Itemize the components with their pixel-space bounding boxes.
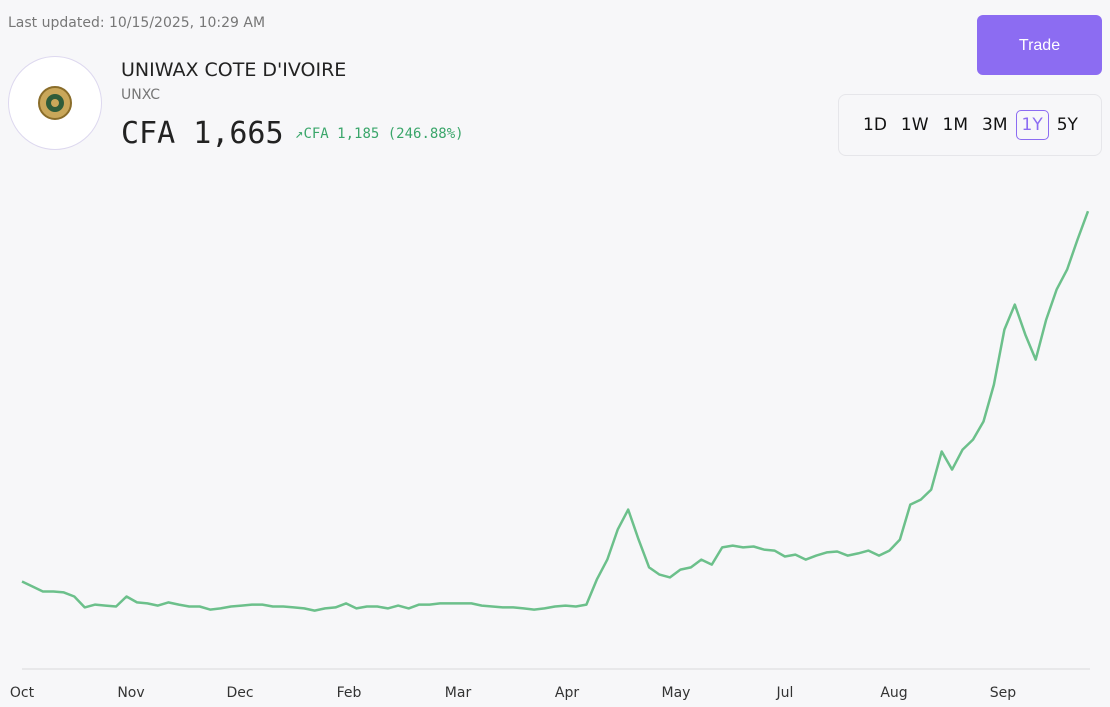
ticker: UNXC bbox=[121, 87, 161, 103]
range-selector: 1D 1W 1M 3M 1Y 5Y bbox=[838, 94, 1102, 156]
range-button[interactable]: 1D bbox=[863, 115, 887, 135]
price-line bbox=[21, 210, 1090, 612]
x-tick-label: Oct bbox=[10, 685, 35, 701]
last-updated: Last updated: 10/15/2025, 10:29 AM bbox=[8, 15, 266, 31]
change-percent: (246.88%) bbox=[387, 126, 464, 142]
x-tick-label: Aug bbox=[880, 685, 907, 701]
price: CFA 1,665 bbox=[121, 116, 284, 151]
logo-icon bbox=[38, 86, 72, 120]
trade-button[interactable]: Trade bbox=[977, 15, 1102, 75]
range-button[interactable]: 1W bbox=[900, 115, 929, 135]
x-tick-label: Mar bbox=[445, 685, 472, 701]
x-tick-label: Dec bbox=[226, 685, 253, 701]
change-value: CFA 1,185 bbox=[303, 126, 380, 142]
range-button[interactable]: 3M bbox=[982, 115, 1008, 135]
x-tick-label: Sep bbox=[990, 685, 1017, 701]
x-tick-label: May bbox=[662, 685, 691, 701]
x-tick-label: Apr bbox=[555, 685, 579, 701]
range-button[interactable]: 5Y bbox=[1056, 115, 1078, 135]
company-name: UNIWAX COTE D'IVOIRE bbox=[121, 59, 347, 81]
company-logo bbox=[8, 56, 102, 150]
price-change: ↗CFA 1,185 (246.88%) bbox=[295, 126, 464, 142]
range-button[interactable]: 1Y bbox=[1015, 110, 1049, 140]
x-tick-label: Nov bbox=[117, 685, 144, 701]
x-tick-label: Feb bbox=[337, 685, 362, 701]
x-tick-label: Jul bbox=[776, 685, 794, 701]
range-button[interactable]: 1M bbox=[942, 115, 969, 135]
